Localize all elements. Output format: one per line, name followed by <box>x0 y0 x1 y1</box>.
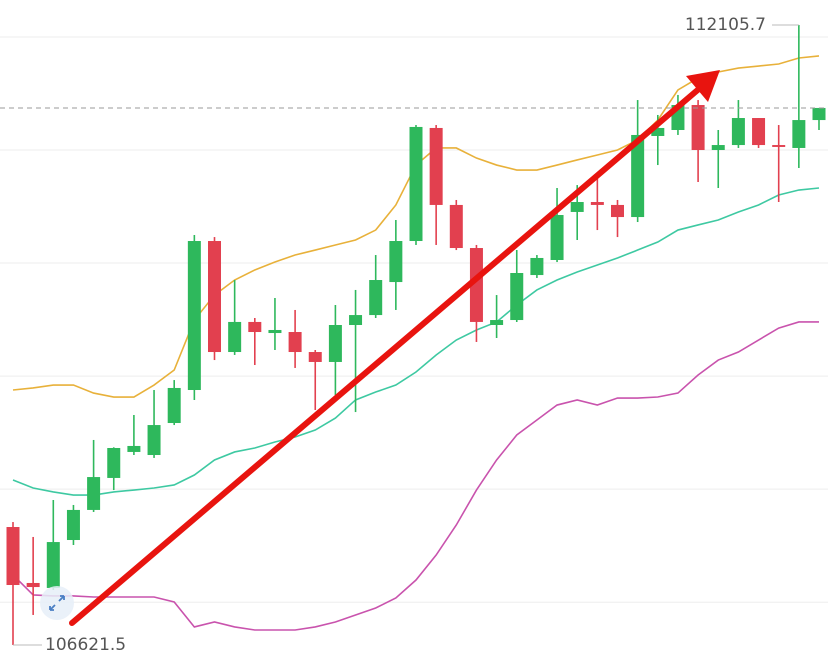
candle-body <box>530 257 544 276</box>
candle-body <box>449 204 463 249</box>
candle-body <box>490 320 504 326</box>
arrow-head <box>686 70 720 102</box>
candle-body <box>369 280 383 316</box>
candle-body <box>6 527 20 586</box>
candle-body <box>46 542 60 588</box>
candle-body <box>308 352 322 362</box>
candle-body <box>147 425 161 456</box>
candle-body <box>167 387 181 424</box>
candle-body <box>87 477 101 510</box>
band-line <box>12 321 819 631</box>
candle-body <box>711 145 725 151</box>
candle-body <box>66 509 80 541</box>
candle-body <box>651 127 665 136</box>
candle-body <box>389 241 403 283</box>
candle-body <box>550 215 564 261</box>
candle-body <box>731 118 745 146</box>
candle-body <box>349 315 363 326</box>
candle-body <box>409 126 423 242</box>
candle-body <box>248 321 262 333</box>
candle-body <box>328 325 342 362</box>
candle-body <box>107 447 121 478</box>
trend-arrow <box>69 70 720 626</box>
candle-body <box>611 204 624 218</box>
candle-body <box>187 241 201 391</box>
candle-body <box>288 332 302 353</box>
candle-body <box>792 120 806 148</box>
candle-body <box>228 321 242 353</box>
candle-body <box>469 248 483 322</box>
candle-body <box>570 202 584 212</box>
candle-body <box>691 105 705 151</box>
candle-body <box>772 145 786 147</box>
candle-body <box>631 134 645 218</box>
min-label: 106621.5 <box>45 635 126 655</box>
candle-body <box>812 107 826 121</box>
candle-body <box>127 445 141 452</box>
arrow-shaft <box>69 85 703 626</box>
candle-body <box>752 118 766 146</box>
candle-body <box>429 127 443 205</box>
expand-icon[interactable] <box>40 586 74 620</box>
candle-body <box>26 582 40 588</box>
icon-arrows[interactable] <box>49 595 65 611</box>
candle-body <box>268 329 282 334</box>
candle-body <box>510 273 524 321</box>
max-label: 112105.7 <box>685 15 766 35</box>
icon-background[interactable] <box>40 586 74 620</box>
candle-body <box>208 241 221 353</box>
band-line <box>12 187 820 496</box>
candle-body <box>590 202 604 205</box>
